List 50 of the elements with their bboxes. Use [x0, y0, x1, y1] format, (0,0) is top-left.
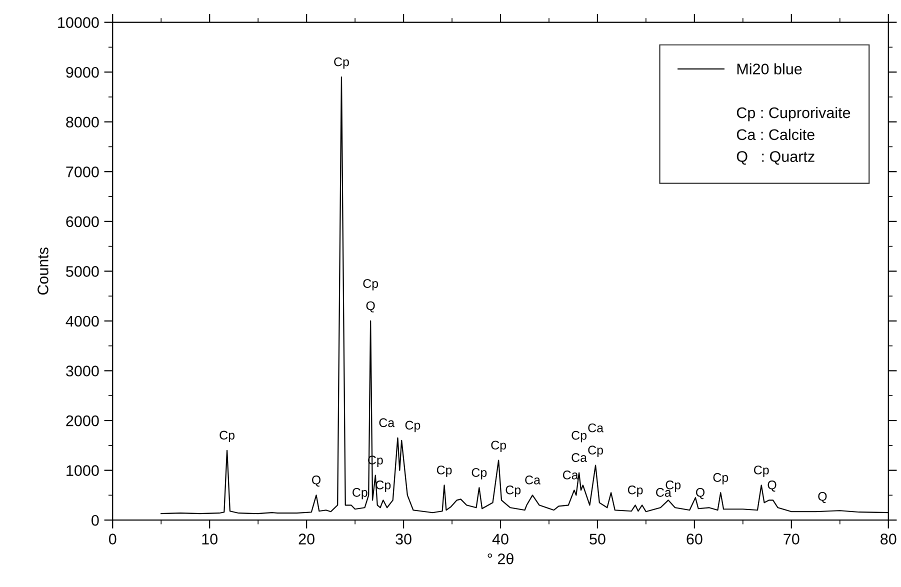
y-tick-label: 8000 — [66, 116, 99, 128]
annotation: Q — [312, 476, 321, 487]
x-tick-label: 80 — [880, 534, 896, 544]
annotation: Cp — [352, 488, 368, 500]
annotation: Cp — [588, 446, 603, 457]
annotation: Ca — [562, 470, 578, 480]
annotation: Ca — [525, 476, 540, 484]
annotation: Q — [696, 488, 705, 500]
legend-label: Mi20 blue — [737, 63, 802, 74]
annotation: Cp — [363, 279, 378, 290]
annotation: Cp : Cuprorivaite — [736, 106, 850, 122]
y-tick-label: 6000 — [66, 216, 99, 228]
y-tick-label: 4000 — [66, 316, 99, 327]
annotation: Cp — [220, 430, 235, 442]
annotation: Cp — [572, 430, 587, 442]
x-tick-label: 40 — [492, 534, 508, 544]
x-axis-title: ° 2θ — [488, 553, 514, 564]
y-axis-title: Counts — [38, 248, 48, 295]
annotation: Ca : Calcite — [736, 128, 814, 140]
annotation: Cp — [713, 473, 728, 484]
annotation: Ca — [572, 453, 588, 462]
y-tick-label: 2000 — [66, 415, 99, 426]
annotation: Q — [768, 480, 776, 492]
annotation: Cp — [754, 466, 769, 477]
annotation: Cp — [334, 57, 349, 69]
y-tick-label: 10000 — [58, 17, 99, 28]
y-tick-label: 9000 — [66, 66, 99, 78]
y-tick-label: 7000 — [66, 166, 99, 178]
annotation: Q — [366, 301, 375, 312]
x-tick-label: 10 — [202, 534, 218, 544]
annotation: Cp — [436, 466, 452, 477]
x-tick-label: 20 — [298, 534, 314, 544]
x-tick-label: 30 — [396, 534, 412, 544]
y-tick-label: 5000 — [66, 266, 99, 277]
annotation: Ca — [379, 418, 395, 428]
x-tick-label: 50 — [590, 534, 606, 544]
annotation: Q : Quartz — [736, 151, 814, 165]
x-tick-label: 0 — [108, 534, 116, 544]
annotation: Cp — [405, 420, 420, 432]
annotation: Cp — [472, 468, 487, 480]
x-tick-label: 60 — [686, 534, 702, 544]
y-tick-label: 1000 — [66, 465, 99, 476]
y-tick-label: 3000 — [66, 366, 99, 376]
annotation: Cp — [506, 485, 521, 497]
annotation: Cp — [628, 485, 643, 497]
y-tick-label: 0 — [92, 514, 99, 526]
annotation: Cp — [491, 440, 506, 452]
annotation: Q — [818, 492, 827, 504]
x-tick-label: 70 — [784, 534, 800, 544]
annotation: Ca — [588, 423, 604, 432]
